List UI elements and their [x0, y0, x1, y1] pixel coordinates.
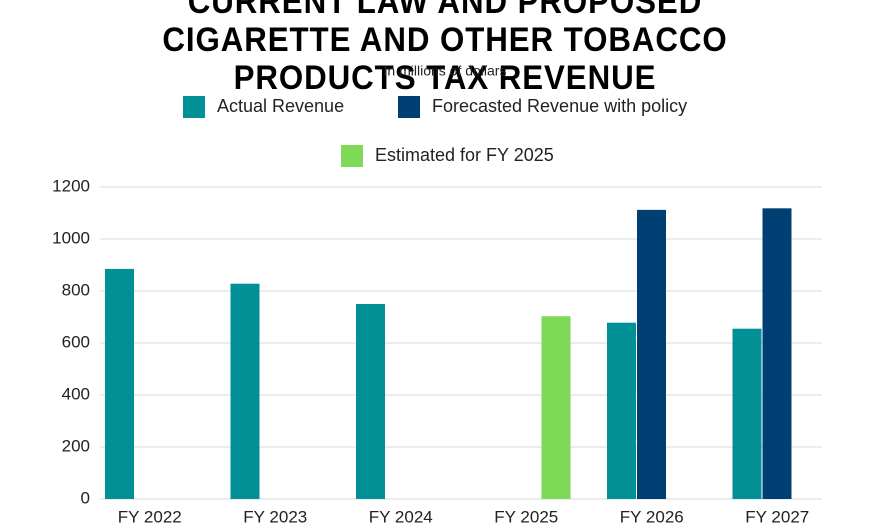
bar [230, 283, 260, 499]
bar [607, 322, 636, 499]
legend-swatch [183, 96, 205, 118]
x-tick-label: FY 2024 [369, 507, 433, 526]
legend-label: Estimated for FY 2025 [375, 145, 554, 165]
bar [541, 316, 571, 499]
legend-label: Forecasted Revenue with policy [432, 96, 687, 116]
y-tick-label: 600 [62, 332, 90, 351]
x-tick-label: FY 2022 [118, 507, 182, 526]
y-tick-label: 200 [62, 436, 90, 455]
y-tick-label: 1200 [52, 176, 90, 195]
y-tick-label: 1000 [52, 228, 90, 247]
bar [105, 268, 134, 499]
legend-swatch [398, 96, 420, 118]
chart-subtitle: In millions of dollars [384, 63, 507, 79]
legend-swatch [341, 145, 363, 167]
x-tick-label: FY 2025 [494, 507, 558, 526]
chart-title: CURRENT LAW AND PROPOSED CIGARETTE AND O… [162, 0, 728, 97]
y-tick-label: 0 [81, 488, 90, 507]
bar [637, 209, 666, 499]
x-tick-label: FY 2023 [243, 507, 307, 526]
x-tick-label: FY 2026 [620, 507, 684, 526]
x-tick-label: FY 2027 [745, 507, 809, 526]
y-tick-label: 800 [62, 280, 90, 299]
y-tick-label: 400 [62, 384, 90, 403]
bar [762, 208, 792, 499]
legend-label: Actual Revenue [217, 96, 344, 116]
bar [732, 328, 762, 499]
bar [356, 304, 385, 499]
